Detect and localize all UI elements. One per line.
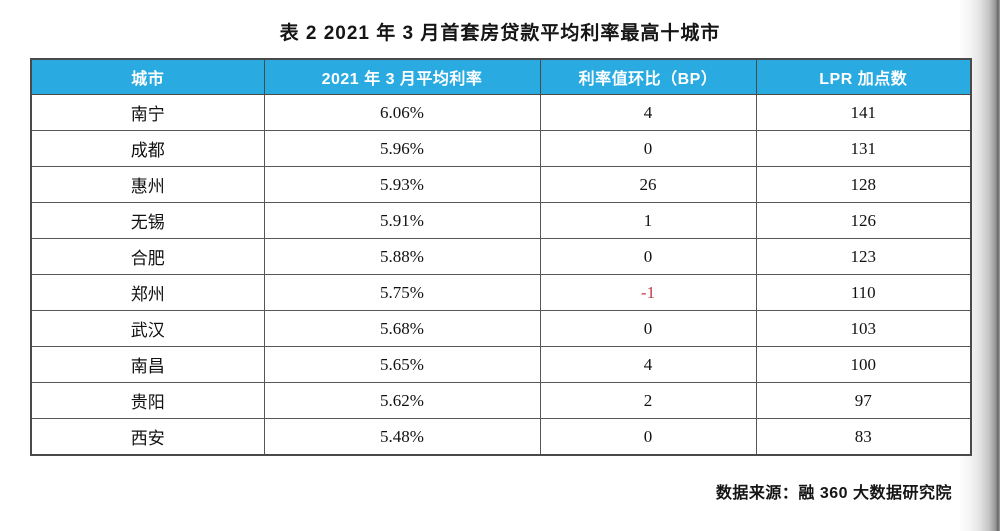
cell-lpr-points: 128 xyxy=(755,166,972,203)
cell-city: 合肥 xyxy=(30,238,265,275)
cell-bp-change: 0 xyxy=(539,130,757,167)
table-row: 惠州 5.93% 26 128 xyxy=(30,166,972,203)
rates-table: 城市 2021 年 3 月平均利率 利率值环比（BP） LPR 加点数 南宁 6.… xyxy=(30,58,972,456)
cell-city: 惠州 xyxy=(30,166,265,203)
table-row: 贵阳 5.62% 2 97 xyxy=(30,382,972,419)
table-row: 成都 5.96% 0 131 xyxy=(30,130,972,167)
table-caption: 表 2 2021 年 3 月首套房贷款平均利率最高十城市 xyxy=(279,23,721,44)
table-row: 武汉 5.68% 0 103 xyxy=(30,310,972,347)
cell-avg-rate: 5.88% xyxy=(263,238,541,275)
cell-bp-change: 4 xyxy=(539,346,757,383)
cell-city: 武汉 xyxy=(30,310,265,347)
cell-avg-rate: 5.93% xyxy=(263,166,541,203)
cell-avg-rate: 5.62% xyxy=(263,382,541,419)
cell-avg-rate: 5.75% xyxy=(263,274,541,311)
cell-lpr-points: 100 xyxy=(755,346,972,383)
cell-avg-rate: 5.65% xyxy=(263,346,541,383)
cell-city: 无锡 xyxy=(30,202,265,239)
cell-bp-change: 26 xyxy=(539,166,757,203)
cell-bp-change: 0 xyxy=(539,238,757,275)
cell-lpr-points: 103 xyxy=(755,310,972,347)
table-row: 南宁 6.06% 4 141 xyxy=(30,94,972,131)
table-row: 郑州 5.75% -1 110 xyxy=(30,274,972,311)
source-note: 数据来源：融 360 大数据研究院 xyxy=(715,485,952,502)
header-row: 城市 2021 年 3 月平均利率 利率值环比（BP） LPR 加点数 xyxy=(30,58,972,95)
cell-avg-rate: 5.96% xyxy=(263,130,541,167)
cell-lpr-points: 131 xyxy=(755,130,972,167)
cell-city: 成都 xyxy=(30,130,265,167)
table-body: 南宁 6.06% 4 141 成都 5.96% 0 131 惠州 5.93% 26 128 无锡 5.91… xyxy=(30,94,972,456)
cell-city: 南宁 xyxy=(30,94,265,131)
cell-city: 郑州 xyxy=(30,274,265,311)
table-row: 合肥 5.88% 0 123 xyxy=(30,238,972,275)
col-header-bp-change: 利率值环比（BP） xyxy=(539,58,757,95)
cell-bp-change: 0 xyxy=(539,418,757,456)
cell-lpr-points: 126 xyxy=(755,202,972,239)
cell-lpr-points: 141 xyxy=(755,94,972,131)
cell-avg-rate: 5.91% xyxy=(263,202,541,239)
table-row: 南昌 5.65% 4 100 xyxy=(30,346,972,383)
cell-bp-change: 0 xyxy=(539,310,757,347)
cell-lpr-points: 123 xyxy=(755,238,972,275)
col-header-city: 城市 xyxy=(30,58,265,95)
cell-city: 南昌 xyxy=(30,346,265,383)
cell-lpr-points: 83 xyxy=(755,418,972,456)
cell-avg-rate: 5.68% xyxy=(263,310,541,347)
col-header-lpr-points: LPR 加点数 xyxy=(755,58,972,95)
table-row: 西安 5.48% 0 83 xyxy=(30,418,972,456)
table-row: 无锡 5.91% 1 126 xyxy=(30,202,972,239)
col-header-avg-rate: 2021 年 3 月平均利率 xyxy=(263,58,541,95)
cell-bp-change: 4 xyxy=(539,94,757,131)
cell-city: 贵阳 xyxy=(30,382,265,419)
cell-avg-rate: 5.48% xyxy=(263,418,541,456)
cell-bp-change: 1 xyxy=(539,202,757,239)
cell-city: 西安 xyxy=(30,418,265,456)
cell-bp-change: 2 xyxy=(539,382,757,419)
cell-lpr-points: 110 xyxy=(755,274,972,311)
cell-lpr-points: 97 xyxy=(755,382,972,419)
cell-avg-rate: 6.06% xyxy=(263,94,541,131)
cell-bp-change: -1 xyxy=(539,274,757,311)
